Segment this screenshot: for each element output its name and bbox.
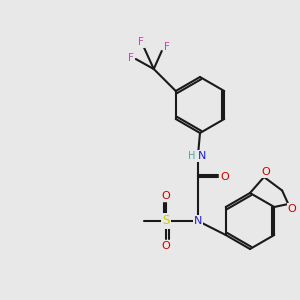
Text: O: O <box>220 172 230 182</box>
Text: N: N <box>194 216 202 226</box>
Text: F: F <box>164 42 170 52</box>
Text: S: S <box>162 214 170 227</box>
Text: O: O <box>262 167 270 177</box>
Text: F: F <box>128 53 134 63</box>
Text: N: N <box>198 151 206 161</box>
Text: H: H <box>188 151 196 161</box>
Text: O: O <box>288 204 297 214</box>
Text: F: F <box>138 37 144 47</box>
Text: O: O <box>162 241 170 251</box>
Text: O: O <box>162 191 170 201</box>
